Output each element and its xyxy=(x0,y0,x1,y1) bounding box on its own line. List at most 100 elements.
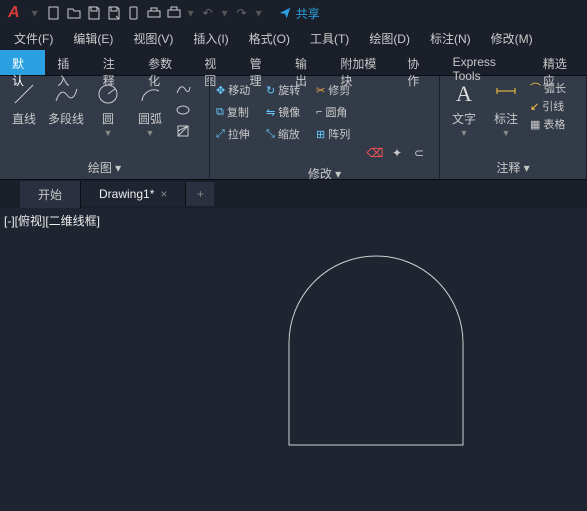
menu-tools[interactable]: 工具(T) xyxy=(300,26,359,50)
arclen-button[interactable]: ⌒弧长 xyxy=(530,80,566,96)
leader-icon: ↙ xyxy=(530,100,539,113)
separator: ▾ xyxy=(220,6,230,20)
tab-start-label: 开始 xyxy=(38,186,62,203)
tab-parametric[interactable]: 参数化 xyxy=(136,50,192,75)
panel-draw: 直线 多段线 圆 ▼ 圆弧 ▼ 绘图 ▾ xyxy=(0,76,210,179)
tab-express[interactable]: Express Tools xyxy=(441,50,531,75)
panel-annotate: A 文字 ▼ 标注 ▼ ⌒弧长 ↙引线 ▦表格 注释 ▾ xyxy=(440,76,587,179)
menu-insert[interactable]: 插入(I) xyxy=(183,26,238,50)
copy-icon: ⧉ xyxy=(216,106,224,119)
new-tab-button[interactable]: + xyxy=(186,182,214,206)
panel-modify-title[interactable]: 修改 ▾ xyxy=(216,162,433,185)
mirror-icon: ⇋ xyxy=(266,106,275,119)
tab-default[interactable]: 默认 xyxy=(0,50,45,75)
arc-label: 圆弧 xyxy=(138,110,162,127)
open-icon[interactable] xyxy=(66,5,82,21)
dropdown-icon[interactable]: ▼ xyxy=(460,129,469,137)
title-bar: A ▾ ▾ ↶ ▾ ↷ ▾ 共享 xyxy=(0,0,587,26)
move-button[interactable]: ✥移动 xyxy=(216,80,262,100)
draw-small-buttons xyxy=(174,80,192,140)
polyline-label: 多段线 xyxy=(48,110,84,127)
mobile-icon[interactable] xyxy=(126,5,142,21)
table-button[interactable]: ▦表格 xyxy=(530,116,566,132)
separator: ▾ xyxy=(30,6,40,20)
undo-icon[interactable]: ↶ xyxy=(200,5,216,21)
share-button[interactable]: 共享 xyxy=(278,5,320,22)
stretch-button[interactable]: ⤢拉伸 xyxy=(216,124,262,144)
tab-start[interactable]: 开始 xyxy=(20,181,81,208)
leader-button[interactable]: ↙引线 xyxy=(530,98,566,114)
share-label: 共享 xyxy=(296,5,320,22)
tab-drawing1[interactable]: Drawing1* × xyxy=(81,182,186,206)
ribbon-tabs: 默认 插入 注释 参数化 视图 管理 输出 附加模块 协作 Express To… xyxy=(0,50,587,76)
table-icon: ▦ xyxy=(530,118,540,131)
menu-edit[interactable]: 编辑(E) xyxy=(63,26,123,50)
redo-icon[interactable]: ↷ xyxy=(234,5,250,21)
dropdown-icon[interactable]: ▼ xyxy=(146,129,155,137)
ribbon: 直线 多段线 圆 ▼ 圆弧 ▼ 绘图 ▾ xyxy=(0,76,587,180)
circle-label: 圆 xyxy=(102,110,114,127)
close-icon[interactable]: × xyxy=(160,187,167,201)
spline-icon[interactable] xyxy=(174,80,192,98)
saveas-icon[interactable] xyxy=(106,5,122,21)
rotate-button[interactable]: ↻旋转 xyxy=(266,80,312,100)
menu-format[interactable]: 格式(O) xyxy=(239,26,300,50)
panel-modify: ✥移动 ↻旋转 ✂修剪 ⧉复制 ⇋镜像 ⌐圆角 ⤢拉伸 ⤡缩放 ⊞阵列 ⌫ ✦ … xyxy=(210,76,440,179)
separator: ▾ xyxy=(186,6,196,20)
menu-modify[interactable]: 修改(M) xyxy=(481,26,543,50)
explode-icon[interactable]: ✦ xyxy=(388,144,406,162)
drawing-canvas[interactable]: [-][俯视][二维线框] xyxy=(0,208,587,511)
tab-manage[interactable]: 管理 xyxy=(238,50,283,75)
stretch-icon: ⤢ xyxy=(216,128,225,141)
dim-button[interactable]: 标注 ▼ xyxy=(488,80,524,137)
fillet-button[interactable]: ⌐圆角 xyxy=(316,102,362,122)
polyline-button[interactable]: 多段线 xyxy=(48,80,84,127)
move-icon: ✥ xyxy=(216,84,225,97)
tab-collab[interactable]: 协作 xyxy=(395,50,440,75)
line-button[interactable]: 直线 xyxy=(6,80,42,127)
menu-annotate[interactable]: 标注(N) xyxy=(420,26,481,50)
panel-draw-title[interactable]: 绘图 ▾ xyxy=(6,156,203,179)
scale-button[interactable]: ⤡缩放 xyxy=(266,124,312,144)
offset-icon[interactable]: ⊂ xyxy=(410,144,428,162)
panel-annotate-title[interactable]: 注释 ▾ xyxy=(446,156,580,179)
dropdown-icon[interactable]: ▼ xyxy=(104,129,113,137)
array-icon: ⊞ xyxy=(316,128,325,141)
app-logo: A xyxy=(4,4,24,22)
circle-button[interactable]: 圆 ▼ xyxy=(90,80,126,137)
tab-annotate[interactable]: 注释 xyxy=(91,50,136,75)
fillet-icon: ⌐ xyxy=(316,106,322,118)
copy-button[interactable]: ⧉复制 xyxy=(216,102,262,122)
save-icon[interactable] xyxy=(86,5,102,21)
text-label: 文字 xyxy=(452,110,476,127)
tab-insert[interactable]: 插入 xyxy=(45,50,90,75)
scale-icon: ⤡ xyxy=(266,128,275,141)
tab-view[interactable]: 视图 xyxy=(192,50,237,75)
menu-bar: 文件(F) 编辑(E) 视图(V) 插入(I) 格式(O) 工具(T) 绘图(D… xyxy=(0,26,587,50)
ellipse-icon[interactable] xyxy=(174,101,192,119)
hatch-icon[interactable] xyxy=(174,122,192,140)
tab-output[interactable]: 输出 xyxy=(283,50,328,75)
arc-button[interactable]: 圆弧 ▼ xyxy=(132,80,168,137)
arc-icon: ⌒ xyxy=(530,80,541,96)
menu-view[interactable]: 视图(V) xyxy=(123,26,183,50)
tab-featured[interactable]: 精选应 xyxy=(531,50,587,75)
rotate-icon: ↻ xyxy=(266,84,275,97)
line-label: 直线 xyxy=(12,110,36,127)
array-button[interactable]: ⊞阵列 xyxy=(316,124,362,144)
erase-icon[interactable]: ⌫ xyxy=(366,144,384,162)
print-icon[interactable] xyxy=(166,5,182,21)
dropdown-icon[interactable]: ▼ xyxy=(502,129,511,137)
separator: ▾ xyxy=(254,6,264,20)
mirror-button[interactable]: ⇋镜像 xyxy=(266,102,312,122)
menu-draw[interactable]: 绘图(D) xyxy=(359,26,420,50)
plot-icon[interactable] xyxy=(146,5,162,21)
dim-label: 标注 xyxy=(494,110,518,127)
tab-addons[interactable]: 附加模块 xyxy=(328,50,395,75)
quick-access-toolbar: ▾ ↶ ▾ ↷ ▾ xyxy=(46,5,264,21)
text-button[interactable]: A 文字 ▼ xyxy=(446,80,482,137)
new-icon[interactable] xyxy=(46,5,62,21)
trim-button[interactable]: ✂修剪 xyxy=(316,80,362,100)
menu-file[interactable]: 文件(F) xyxy=(4,26,63,50)
tab-drawing1-label: Drawing1* xyxy=(99,187,154,201)
